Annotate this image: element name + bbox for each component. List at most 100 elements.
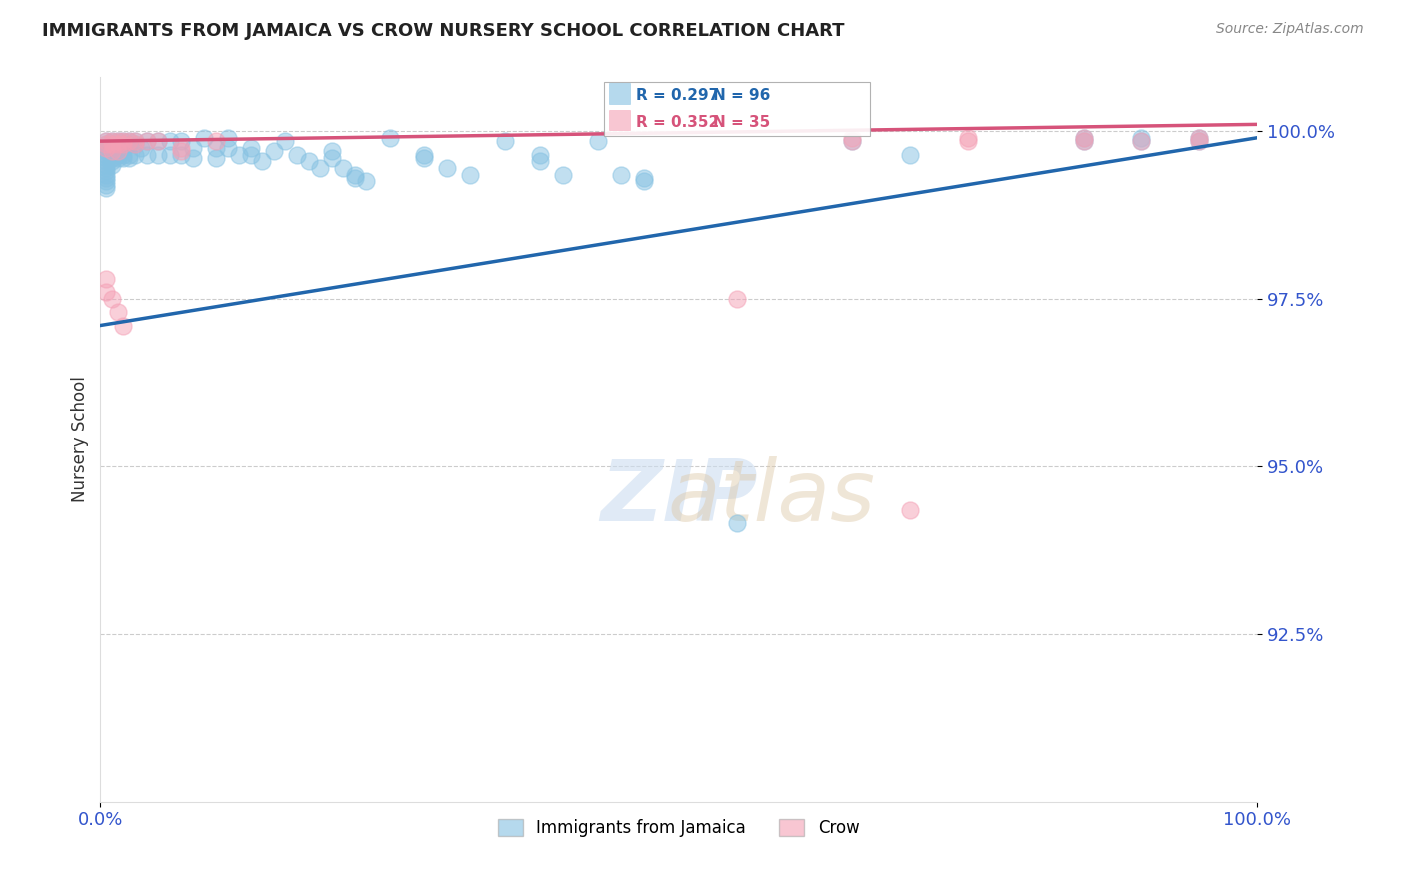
- Point: [321, 151, 343, 165]
- Point: [494, 134, 516, 148]
- Point: [239, 141, 262, 155]
- Point: [1130, 134, 1153, 148]
- Point: [94, 181, 117, 195]
- Point: [94, 145, 117, 159]
- Point: [107, 134, 129, 148]
- Point: [107, 137, 129, 152]
- Point: [343, 171, 366, 186]
- Point: [118, 134, 141, 148]
- Point: [94, 161, 117, 175]
- Point: [94, 164, 117, 178]
- Text: IMMIGRANTS FROM JAMAICA VS CROW NURSERY SCHOOL CORRELATION CHART: IMMIGRANTS FROM JAMAICA VS CROW NURSERY …: [42, 22, 845, 40]
- Point: [112, 137, 135, 152]
- Point: [94, 154, 117, 169]
- Point: [107, 305, 129, 319]
- Point: [413, 151, 436, 165]
- Point: [633, 174, 655, 188]
- Point: [112, 141, 135, 155]
- Point: [170, 147, 193, 161]
- Point: [107, 141, 129, 155]
- Point: [159, 147, 181, 161]
- FancyBboxPatch shape: [603, 82, 869, 136]
- Point: [94, 171, 117, 186]
- Point: [101, 158, 124, 172]
- Point: [94, 141, 117, 155]
- Point: [129, 141, 152, 155]
- Point: [94, 137, 117, 152]
- Point: [586, 134, 609, 148]
- Point: [101, 145, 124, 159]
- Point: [101, 292, 124, 306]
- Point: [274, 134, 297, 148]
- Point: [94, 168, 117, 182]
- Point: [193, 130, 215, 145]
- Point: [101, 137, 124, 152]
- Point: [170, 145, 193, 159]
- Point: [118, 147, 141, 161]
- Point: [124, 147, 146, 161]
- Point: [332, 161, 354, 175]
- Point: [956, 130, 979, 145]
- Point: [94, 271, 117, 285]
- Point: [135, 134, 157, 148]
- Point: [217, 141, 239, 155]
- Point: [112, 318, 135, 333]
- Point: [112, 151, 135, 165]
- Point: [1188, 130, 1211, 145]
- Point: [101, 145, 124, 159]
- Point: [956, 134, 979, 148]
- Point: [148, 134, 170, 148]
- Point: [101, 147, 124, 161]
- Text: Source: ZipAtlas.com: Source: ZipAtlas.com: [1216, 22, 1364, 37]
- Point: [94, 151, 117, 165]
- Point: [633, 171, 655, 186]
- Point: [107, 147, 129, 161]
- Point: [135, 134, 157, 148]
- Y-axis label: Nursery School: Nursery School: [72, 376, 89, 502]
- Point: [343, 168, 366, 182]
- Point: [170, 141, 193, 155]
- Point: [356, 174, 378, 188]
- Point: [529, 154, 551, 169]
- Point: [94, 158, 117, 172]
- Point: [725, 292, 748, 306]
- Point: [228, 147, 250, 161]
- Point: [124, 134, 146, 148]
- Point: [1188, 134, 1211, 148]
- Point: [94, 178, 117, 192]
- Point: [1188, 134, 1211, 148]
- Point: [378, 130, 401, 145]
- Point: [1073, 134, 1095, 148]
- Point: [101, 134, 124, 148]
- Point: [148, 147, 170, 161]
- Point: [107, 134, 129, 148]
- Point: [460, 168, 482, 182]
- Point: [898, 503, 921, 517]
- Point: [181, 141, 204, 155]
- Point: [297, 154, 319, 169]
- Point: [118, 151, 141, 165]
- FancyBboxPatch shape: [609, 84, 630, 103]
- Point: [101, 137, 124, 152]
- Point: [841, 134, 863, 148]
- Text: R = 0.352: R = 0.352: [636, 115, 718, 130]
- Point: [101, 141, 124, 155]
- Point: [1073, 130, 1095, 145]
- Point: [170, 134, 193, 148]
- Point: [107, 137, 129, 152]
- Point: [1073, 134, 1095, 148]
- Point: [107, 151, 129, 165]
- Point: [205, 134, 228, 148]
- Point: [321, 145, 343, 159]
- Text: atlas: atlas: [668, 456, 875, 539]
- Point: [436, 161, 458, 175]
- Text: ZIP: ZIP: [600, 456, 758, 539]
- Point: [118, 134, 141, 148]
- Point: [1130, 130, 1153, 145]
- Point: [94, 134, 117, 148]
- Point: [898, 147, 921, 161]
- Text: R = 0.297: R = 0.297: [636, 88, 718, 103]
- Text: N = 35: N = 35: [713, 115, 770, 130]
- FancyBboxPatch shape: [609, 111, 630, 130]
- Point: [148, 134, 170, 148]
